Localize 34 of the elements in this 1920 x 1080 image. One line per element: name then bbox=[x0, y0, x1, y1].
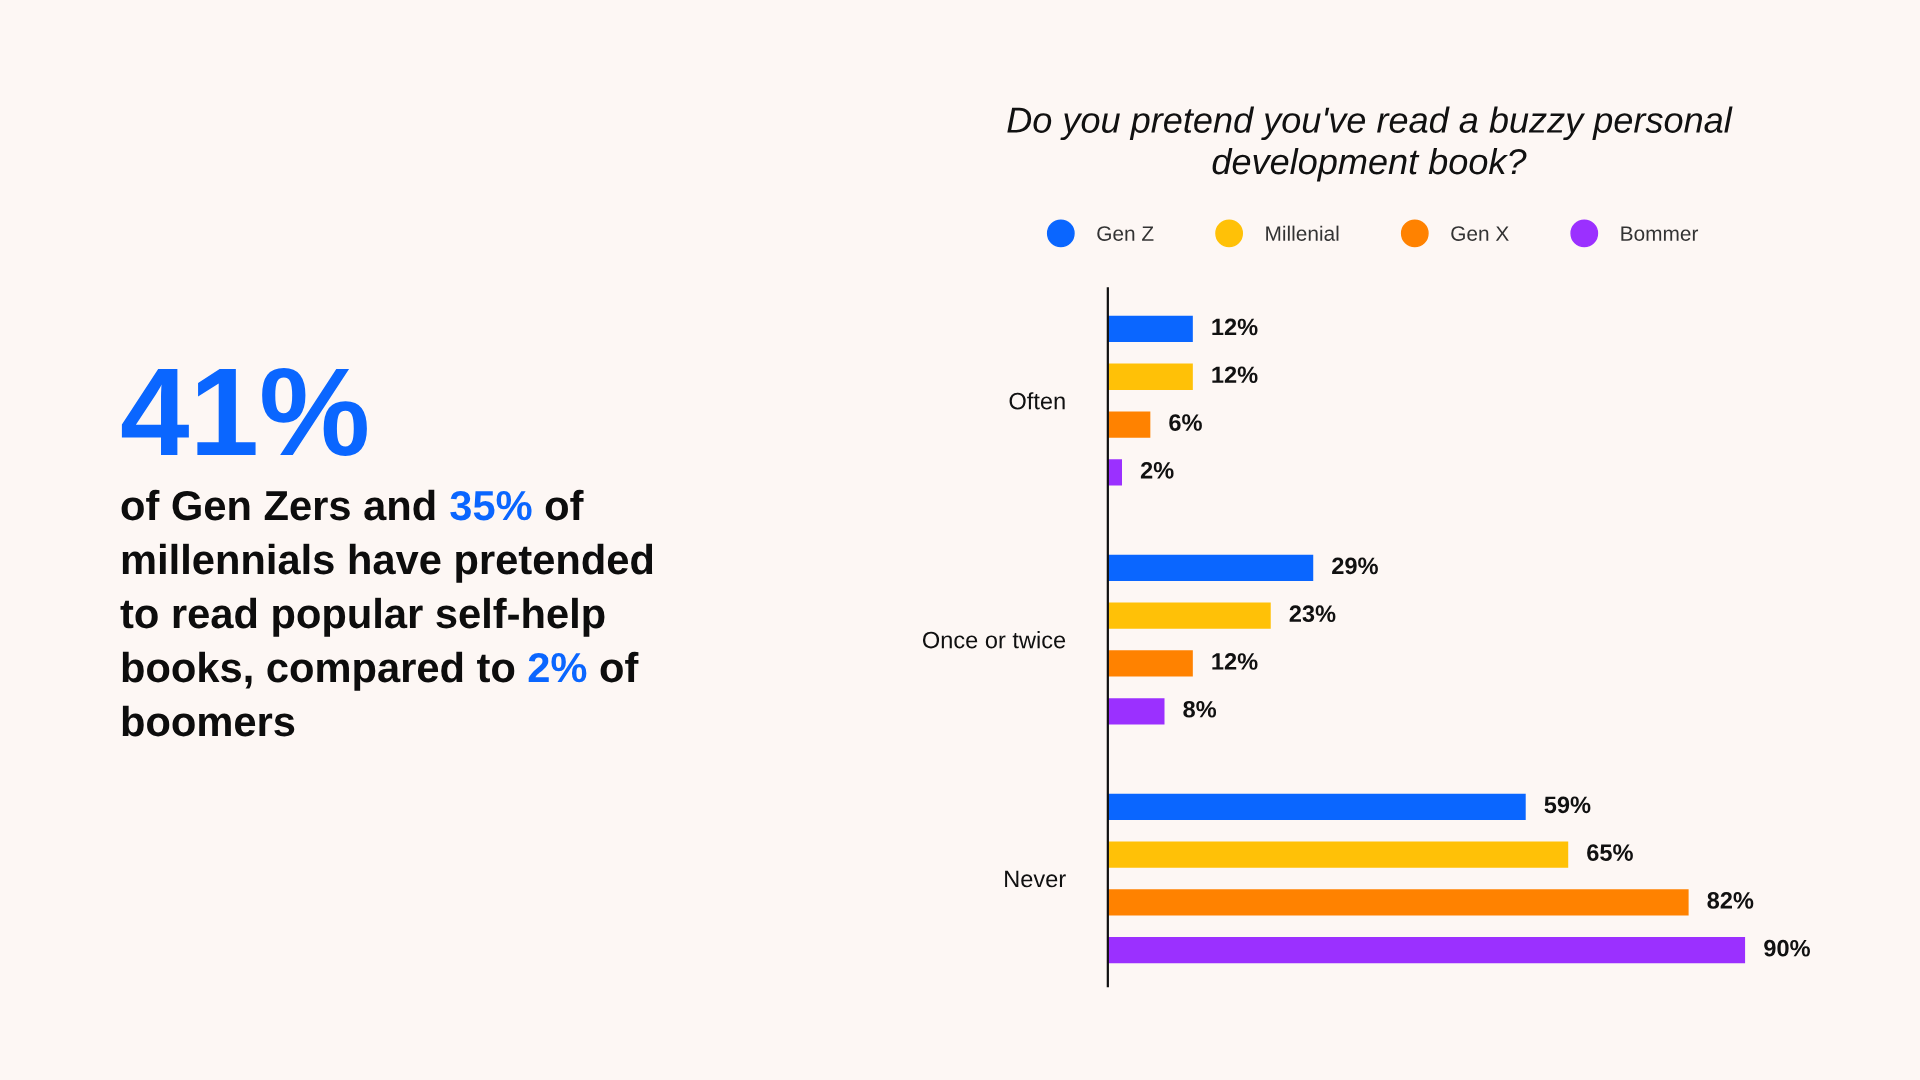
bar bbox=[1107, 650, 1193, 677]
y-tick-label: Never bbox=[1005, 870, 1066, 888]
legend-label: Millenial bbox=[1266, 225, 1339, 241]
data-label: 12% bbox=[1212, 366, 1258, 384]
data-label: 23% bbox=[1289, 605, 1336, 623]
text: of Gen Zers and 35% of millennials have pretended to read popular self-help books, compared to 2% of boomers bbox=[120, 489, 653, 737]
data-label: 12% bbox=[1212, 318, 1258, 336]
chart-title: Do you pretend you've read a buzzy personal development book? bbox=[1007, 106, 1733, 182]
y-tick-label: Often bbox=[1009, 392, 1065, 410]
y-tick-label: Once or twice bbox=[922, 631, 1066, 649]
bar bbox=[1107, 602, 1271, 629]
bar bbox=[1107, 363, 1193, 390]
bar bbox=[1107, 554, 1314, 582]
legend-label: Gen X bbox=[1451, 226, 1509, 241]
data-label: 12% bbox=[1212, 653, 1258, 670]
bar bbox=[1107, 841, 1569, 868]
bar bbox=[1107, 411, 1151, 438]
bar bbox=[1107, 459, 1123, 486]
data-label: 6% bbox=[1169, 414, 1202, 431]
bar bbox=[1107, 793, 1526, 820]
bar bbox=[1107, 889, 1689, 916]
data-label: 8% bbox=[1183, 700, 1217, 718]
bar bbox=[1107, 937, 1746, 964]
data-label: 59% bbox=[1544, 796, 1591, 814]
data-label: 65% bbox=[1587, 844, 1633, 861]
bar bbox=[1107, 698, 1165, 725]
bar bbox=[1107, 315, 1193, 343]
legend-label: Bommer bbox=[1621, 226, 1699, 241]
data-label: 82% bbox=[1707, 892, 1754, 909]
text: 41% bbox=[121, 368, 367, 456]
data-label: 90% bbox=[1764, 939, 1810, 957]
data-label: 29% bbox=[1332, 557, 1378, 575]
data-label: 2% bbox=[1140, 461, 1174, 479]
legend-label: Gen Z bbox=[1097, 226, 1154, 241]
